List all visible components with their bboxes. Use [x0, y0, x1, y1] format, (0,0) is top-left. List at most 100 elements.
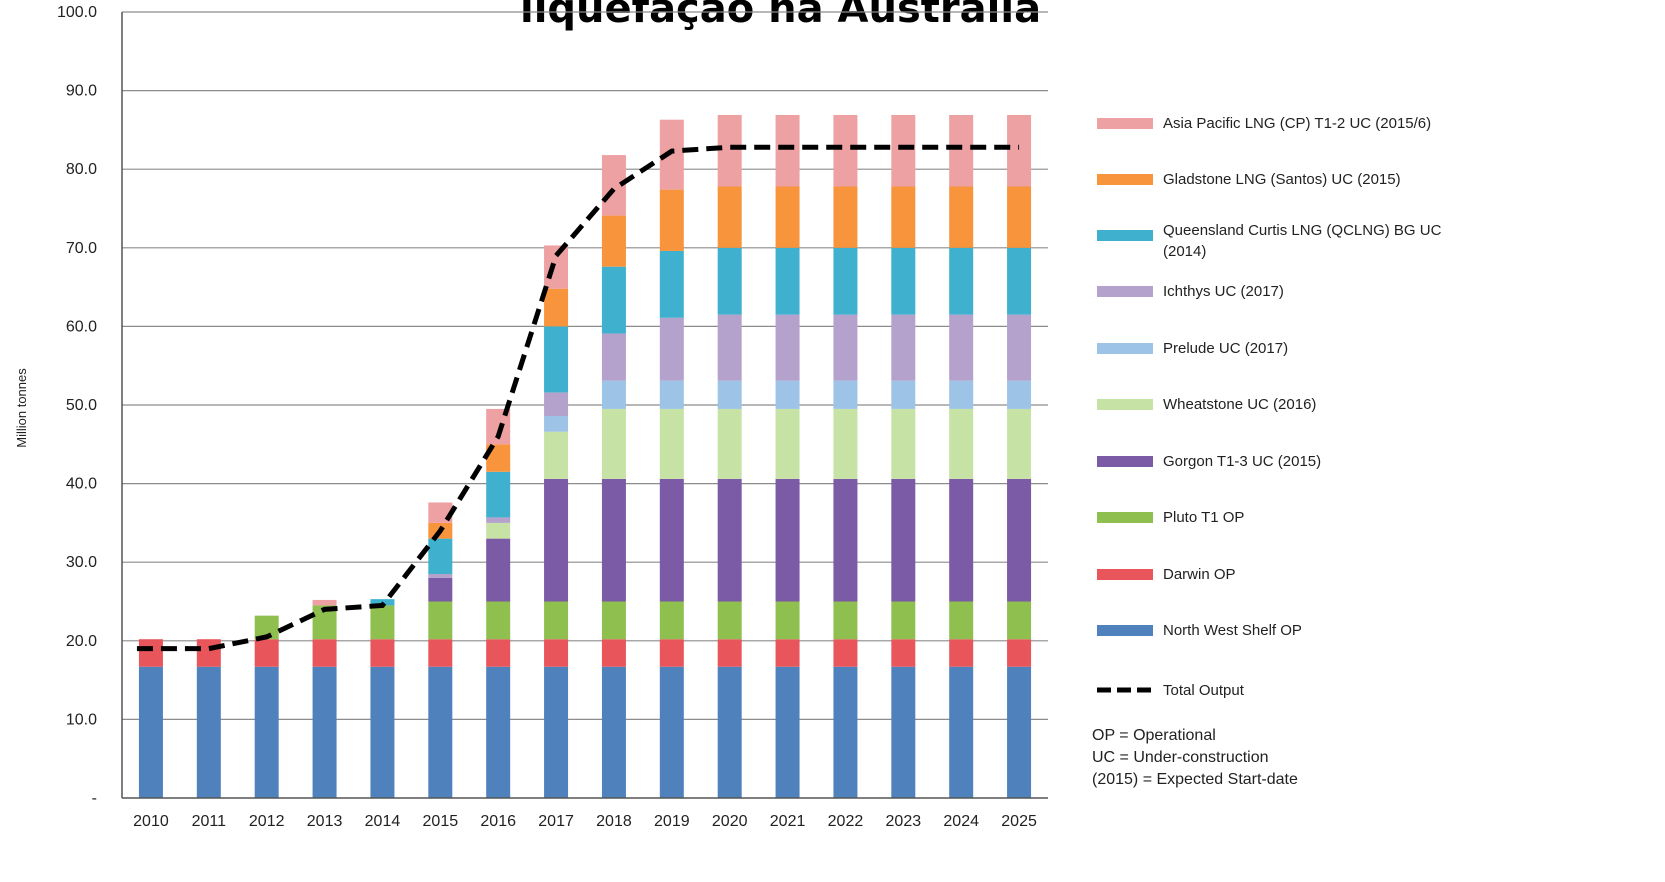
- bar-segment: [891, 601, 916, 640]
- bar-segment: [254, 666, 279, 798]
- bar-segment: [891, 408, 916, 479]
- total-output-line: [136, 144, 1020, 652]
- bar-segment: [1007, 639, 1032, 667]
- legend-label: Wheatstone UC (2016): [1163, 396, 1316, 413]
- bar-segment: [775, 408, 800, 479]
- bar-segment: [486, 522, 511, 539]
- bar-segment: [717, 666, 742, 798]
- bar-segment: [891, 380, 916, 409]
- bar-segment: [949, 114, 974, 187]
- x-tick-label: 2012: [249, 813, 285, 830]
- legend-label: Pluto T1 OP: [1163, 509, 1244, 526]
- bar-segment: [544, 431, 569, 479]
- bar-segment: [949, 408, 974, 479]
- bar-segment: [775, 186, 800, 248]
- bar-segment: [833, 314, 858, 381]
- bar-segment: [717, 478, 742, 602]
- bar-segment: [659, 317, 684, 381]
- bar-segment: [833, 380, 858, 409]
- bar-segment: [1007, 408, 1032, 479]
- bar-segment: [601, 266, 626, 334]
- legend-swatch: [1097, 569, 1153, 580]
- x-tick-label: 2013: [307, 813, 343, 830]
- bar-segment: [486, 471, 511, 518]
- bar-segment: [659, 639, 684, 667]
- legend-swatch: [1097, 343, 1153, 354]
- x-tick-label: 2025: [1001, 813, 1037, 830]
- bar-segment: [891, 114, 916, 187]
- bar-segment: [428, 538, 453, 574]
- x-tick-label: 2023: [886, 813, 922, 830]
- legend-label: Asia Pacific LNG (CP) T1-2 UC (2015/6): [1163, 115, 1431, 132]
- bar-segment: [196, 666, 221, 798]
- bar-segment: [601, 666, 626, 798]
- bar-segment: [254, 615, 279, 640]
- legend-label-cont: (2014): [1163, 243, 1206, 260]
- bar-segment: [254, 639, 279, 667]
- bar-segment: [370, 639, 395, 667]
- legend-swatch: [1097, 512, 1153, 523]
- bar-segment: [544, 326, 569, 393]
- bar-segment: [775, 601, 800, 640]
- bar-segment: [949, 380, 974, 409]
- bar-segment: [370, 605, 395, 640]
- legend-label: Gladstone LNG (Santos) UC (2015): [1163, 171, 1401, 188]
- bar-segment: [833, 601, 858, 640]
- bar-segment: [1007, 114, 1032, 187]
- bar-segment: [1007, 314, 1032, 381]
- legend-swatch: [1097, 174, 1153, 185]
- bar-segment: [833, 114, 858, 187]
- bar-segment: [601, 333, 626, 381]
- bar-segment: [1007, 478, 1032, 602]
- bar-segment: [138, 639, 163, 667]
- bar-segment: [1007, 601, 1032, 640]
- bar-segment: [1007, 186, 1032, 248]
- bar-segment: [601, 478, 626, 602]
- legend-note: OP = Operational: [1092, 727, 1216, 744]
- bar-segment: [659, 666, 684, 798]
- bar-segment: [659, 250, 684, 318]
- y-axis-label: Million tonnes: [14, 368, 29, 448]
- bar-segment: [659, 380, 684, 409]
- bar-segment: [544, 416, 569, 432]
- bar-segment: [486, 666, 511, 798]
- bar-segment: [659, 408, 684, 479]
- bar-segment: [1007, 247, 1032, 315]
- chart-title: liquefação na Austrália: [520, 0, 1041, 32]
- x-tick-label: 2011: [192, 813, 227, 830]
- bar-segment: [949, 186, 974, 248]
- bar-segment: [833, 247, 858, 315]
- bar-segment: [312, 666, 337, 798]
- bar-segment: [138, 666, 163, 798]
- y-tick-label: 20.0: [66, 633, 97, 650]
- bar-segment: [601, 601, 626, 640]
- bar-segment: [833, 186, 858, 248]
- legend-swatch: [1097, 286, 1153, 297]
- bar-segment: [544, 666, 569, 798]
- x-tick-label: 2024: [943, 813, 979, 830]
- bar-segment: [717, 408, 742, 479]
- y-tick-label: 90.0: [66, 83, 97, 100]
- legend-label: Darwin OP: [1163, 566, 1236, 583]
- bar-segment: [891, 478, 916, 602]
- y-tick-label: 40.0: [66, 476, 97, 493]
- bar-segment: [949, 601, 974, 640]
- bar-segment: [949, 666, 974, 798]
- bar-segment: [486, 601, 511, 640]
- bar-segment: [601, 639, 626, 667]
- y-axis-ticks: - 10.0 20.0 30.0 40.0 50.0 60.0 70.0 80.0 90.0 100…: [57, 4, 97, 807]
- bar-segment: [486, 517, 511, 523]
- legend-swatch: [1097, 399, 1153, 410]
- y-tick-label: 70.0: [66, 240, 97, 257]
- bar-segment: [717, 380, 742, 409]
- bar-segment: [891, 186, 916, 248]
- legend-notes: OP = Operational UC = Under-construction (…: [1092, 727, 1298, 788]
- bar-segment: [370, 666, 395, 798]
- bar-segment: [312, 599, 337, 606]
- x-tick-label: 2019: [654, 813, 690, 830]
- bar-segment: [601, 408, 626, 479]
- legend: Asia Pacific LNG (CP) T1-2 UC (2015/6) Gl…: [1097, 115, 1442, 699]
- x-tick-label: 2016: [480, 813, 516, 830]
- legend-label: Total Output: [1163, 682, 1245, 699]
